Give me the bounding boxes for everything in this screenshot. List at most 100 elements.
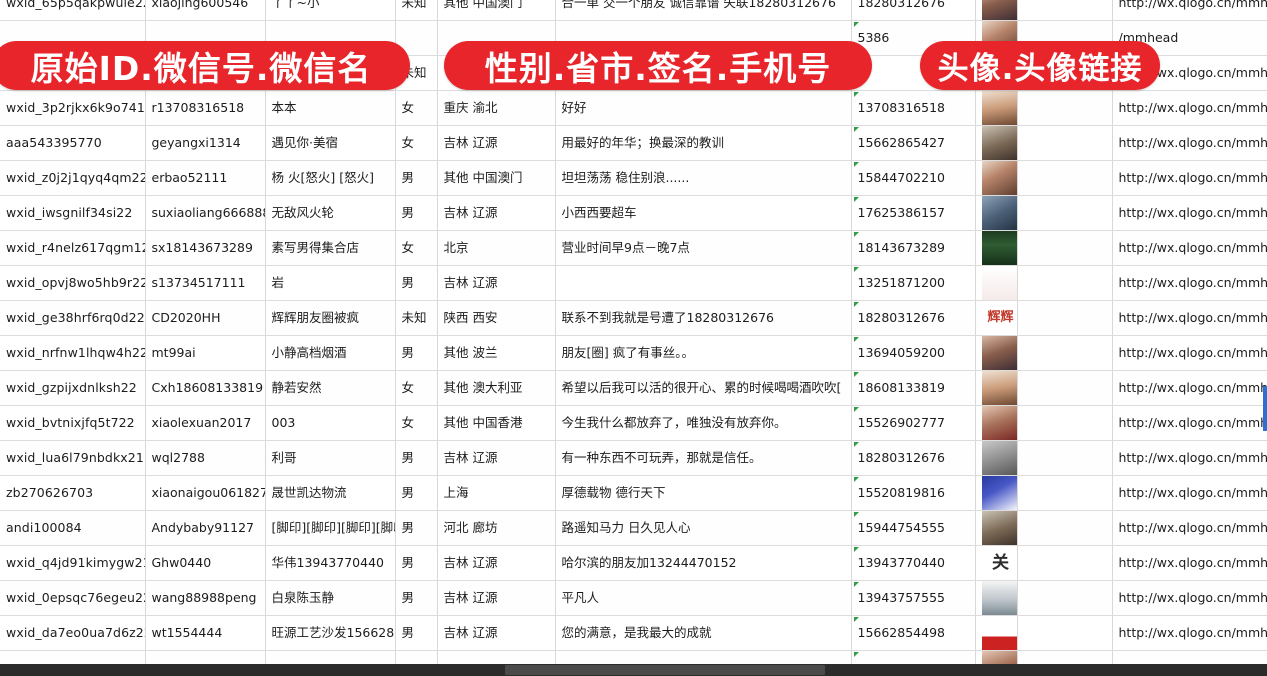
cell-wechat-id[interactable]: wql2788 <box>145 440 266 476</box>
cell-wechat-name[interactable]: 晟世凯达物流 <box>265 475 396 511</box>
cell-spacer[interactable] <box>1017 300 1113 336</box>
cell-original-id[interactable]: wxid_lua6l79nbdkx21 <box>0 440 146 476</box>
cell-gender[interactable]: 女 <box>395 125 438 161</box>
cell-original-id[interactable]: wxid_da7eo0ua7d6z22 <box>0 615 146 651</box>
cell-phone[interactable]: 18280312676 <box>851 300 976 336</box>
cell-wechat-name[interactable]: 小静高档烟酒 <box>265 335 396 371</box>
cell-spacer[interactable] <box>1017 545 1113 581</box>
cell-wechat-id[interactable]: r13708316518 <box>145 90 266 126</box>
cell-signature[interactable]: 小西西要超车 <box>555 195 852 231</box>
cell-province-city[interactable]: 其他 波兰 <box>437 335 556 371</box>
cell-province-city[interactable]: 其他 中国香港 <box>437 405 556 441</box>
cell-wechat-name[interactable]: 静若安然 <box>265 370 396 406</box>
cell-wechat-id[interactable]: mt99ai <box>145 335 266 371</box>
cell-original-id[interactable]: aaa543395770 <box>0 125 146 161</box>
cell-phone[interactable]: 13943770440 <box>851 545 976 581</box>
cell-phone[interactable]: 17625386157 <box>851 195 976 231</box>
cell-original-id[interactable]: wxid_iwsgnilf34si22 <box>0 195 146 231</box>
table-row[interactable]: andi100084 Andybaby91127 [脚印][脚印][脚印][脚印男河… <box>0 510 1267 546</box>
cell-signature[interactable]: 朋友[圈] 疯了有事丝。。 <box>555 335 852 371</box>
cell-wechat-name[interactable]: 素写男得集合店 <box>265 230 396 266</box>
horizontal-scrollbar-thumb[interactable] <box>505 665 825 675</box>
cell-signature[interactable]: 厚德载物 德行天下 <box>555 475 852 511</box>
table-row[interactable]: wxid_opvj8wo5hb9r22 s13734517111 岩男吉林 辽源 13… <box>0 265 1267 301</box>
cell-wechat-id[interactable]: xiaojing600546 <box>145 0 266 21</box>
cell-original-id[interactable]: wxid_opvj8wo5hb9r22 <box>0 265 146 301</box>
cell-avatar-url[interactable]: http://wx.qlogo.cn/mmhead <box>1112 300 1267 336</box>
cell-signature[interactable]: 有一种东西不可玩弄，那就是信任。 <box>555 440 852 476</box>
table-row[interactable]: wxid_nrfnw1lhqw4h22 mt99ai 小静高档烟酒男其他 波兰 朋友[… <box>0 335 1267 371</box>
cell-avatar[interactable] <box>975 265 1018 301</box>
cell-original-id[interactable]: wxid_65p5qakpwuie22 <box>0 0 146 21</box>
cell-wechat-name[interactable]: 华伟13943770440 <box>265 545 396 581</box>
cell-avatar[interactable] <box>975 90 1018 126</box>
cell-wechat-name[interactable]: 辉辉朋友圈被疯 <box>265 300 396 336</box>
cell-province-city[interactable]: 吉林 辽源 <box>437 195 556 231</box>
cell-province-city[interactable]: 其他 中国澳门 <box>437 160 556 196</box>
cell-phone[interactable]: 18143673289 <box>851 230 976 266</box>
cell-signature[interactable]: 联系不到我就是号遭了18280312676 <box>555 300 852 336</box>
cell-spacer[interactable] <box>1017 160 1113 196</box>
cell-spacer[interactable] <box>1017 0 1113 21</box>
cell-wechat-id[interactable]: xiaonaigou061827 <box>145 475 266 511</box>
cell-wechat-id[interactable]: Andybaby91127 <box>145 510 266 546</box>
cell-avatar-url[interactable]: http://wx.qlogo.cn/mmhead <box>1112 0 1267 21</box>
cell-province-city[interactable]: 重庆 渝北 <box>437 90 556 126</box>
cell-province-city[interactable]: 上海 <box>437 475 556 511</box>
cell-province-city[interactable]: 河北 廊坊 <box>437 510 556 546</box>
cell-wechat-name[interactable]: 杨 火[怒火] [怒火] <box>265 160 396 196</box>
cell-province-city[interactable]: 吉林 辽源 <box>437 125 556 161</box>
cell-original-id[interactable]: wxid_gzpijxdnlksh22 <box>0 370 146 406</box>
cell-original-id[interactable]: wxid_nrfnw1lhqw4h22 <box>0 335 146 371</box>
cell-wechat-name[interactable]: 白泉陈玉静 <box>265 580 396 616</box>
cell-gender[interactable]: 男 <box>395 510 438 546</box>
cell-avatar-url[interactable]: http://wx.qlogo.cn/mmhead <box>1112 160 1267 196</box>
cell-signature[interactable]: 用最好的年华；换最深的教训 <box>555 125 852 161</box>
cell-phone[interactable]: 18608133819 <box>851 370 976 406</box>
cell-gender[interactable]: 男 <box>395 440 438 476</box>
cell-province-city[interactable]: 吉林 辽源 <box>437 265 556 301</box>
cell-gender[interactable]: 男 <box>395 545 438 581</box>
table-row[interactable]: wxid_iwsgnilf34si22 suxiaoliang666888 无敌风火… <box>0 195 1267 231</box>
cell-avatar-url[interactable]: http://wx.qlogo.cn/mmhead <box>1112 510 1267 546</box>
cell-phone[interactable]: 18280312676 <box>851 0 976 21</box>
cell-gender[interactable]: 女 <box>395 90 438 126</box>
cell-avatar[interactable]: 关 <box>975 545 1018 581</box>
cell-avatar[interactable] <box>975 580 1018 616</box>
cell-wechat-name[interactable]: [脚印][脚印][脚印][脚印 <box>265 510 396 546</box>
cell-avatar[interactable] <box>975 195 1018 231</box>
cell-wechat-id[interactable]: suxiaoliang666888 <box>145 195 266 231</box>
cell-avatar-url[interactable]: http://wx.qlogo.cn/mmhead <box>1112 405 1267 441</box>
cell-avatar-url[interactable]: /mmhead <box>1112 20 1267 56</box>
table-row[interactable]: wxid_z0j2j1qyq4qm22 erbao52111 杨 火[怒火] [怒火… <box>0 160 1267 196</box>
cell-signature[interactable]: 路遥知马力 日久见人心 <box>555 510 852 546</box>
cell-wechat-id[interactable]: s13734517111 <box>145 265 266 301</box>
cell-avatar[interactable] <box>975 510 1018 546</box>
cell-avatar[interactable] <box>975 335 1018 371</box>
cell-wechat-name[interactable]: 003 <box>265 405 396 441</box>
cell-spacer[interactable] <box>1017 335 1113 371</box>
cell-province-city[interactable]: 北京 <box>437 230 556 266</box>
cell-avatar[interactable] <box>975 405 1018 441</box>
cell-phone[interactable]: 13251871200 <box>851 265 976 301</box>
table-row[interactable]: wxid_gzpijxdnlksh22 Cxh18608133819 静若安然女其他… <box>0 370 1267 406</box>
cell-avatar[interactable] <box>975 160 1018 196</box>
cell-avatar-url[interactable]: http://wx.qlogo.cn/mmhead <box>1112 615 1267 651</box>
cell-phone[interactable]: 15526902777 <box>851 405 976 441</box>
cell-signature[interactable]: 好好 <box>555 90 852 126</box>
cell-phone[interactable]: 15520819816 <box>851 475 976 511</box>
cell-original-id[interactable]: andi100084 <box>0 510 146 546</box>
table-row[interactable]: wxid_lua6l79nbdkx21 wql2788 利哥男吉林 辽源 有一种东西不… <box>0 440 1267 476</box>
cell-signature[interactable] <box>555 265 852 301</box>
cell-avatar[interactable] <box>975 615 1018 651</box>
cell-avatar-url[interactable]: http://wx.qlogo.cn/mmhead <box>1112 475 1267 511</box>
cell-phone[interactable]: 15944754555 <box>851 510 976 546</box>
table-row[interactable]: wxid_3p2rjkx6k9o741 r13708316518 本本女重庆 渝北好… <box>0 90 1267 126</box>
cell-wechat-id[interactable]: Cxh18608133819 <box>145 370 266 406</box>
cell-wechat-id[interactable]: sx18143673289 <box>145 230 266 266</box>
cell-avatar[interactable] <box>975 125 1018 161</box>
cell-gender[interactable]: 男 <box>395 475 438 511</box>
cell-wechat-id[interactable]: CD2020HH <box>145 300 266 336</box>
cell-avatar-url[interactable]: http://wx.qlogo.cn/mmhead <box>1112 230 1267 266</box>
cell-spacer[interactable] <box>1017 195 1113 231</box>
